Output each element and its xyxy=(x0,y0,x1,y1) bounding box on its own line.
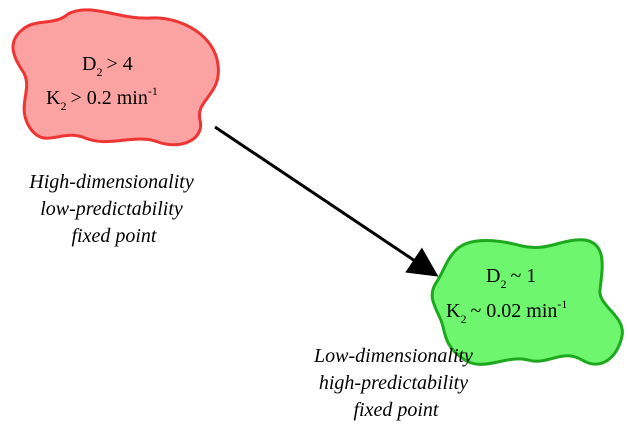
high-k2-relation: > 0.2 min xyxy=(70,87,147,109)
low-d2-equation: D2 ~ 1 xyxy=(486,265,536,291)
high-d2-relation: > 4 xyxy=(106,53,132,75)
high-caption-line-1: High-dimensionality xyxy=(28,171,194,193)
low-k2-var: K xyxy=(446,300,461,322)
transition-arrow xyxy=(214,125,439,277)
low-k2-subscript: 2 xyxy=(460,312,466,326)
low-k2-relation: ~ 0.02 min xyxy=(470,300,557,322)
high-k2-var: K xyxy=(46,87,61,109)
high-k2-equation: K2 > 0.2 min-1 xyxy=(46,84,158,113)
low-caption: Low-dimensionality high-predictability f… xyxy=(313,345,478,421)
high-d2-equation: D2 > 4 xyxy=(82,53,133,79)
low-d2-relation: ~ 1 xyxy=(510,265,536,287)
low-k2-superscript: -1 xyxy=(557,297,567,311)
low-caption-line-1: Low-dimensionality xyxy=(313,345,473,367)
low-caption-line-3: fixed point xyxy=(354,399,439,421)
high-d2-subscript: 2 xyxy=(96,65,102,79)
high-caption-line-3: fixed point xyxy=(72,225,157,247)
high-caption-line-2: low-predictability xyxy=(40,198,183,220)
high-caption: High-dimensionality low-predictability f… xyxy=(28,171,198,247)
low-caption-line-2: high-predictability xyxy=(319,372,468,394)
low-d2-var: D xyxy=(486,265,500,287)
low-k2-equation: K2 ~ 0.02 min-1 xyxy=(446,297,567,326)
high-d2-var: D xyxy=(82,53,96,75)
low-d2-subscript: 2 xyxy=(500,277,506,291)
high-k2-subscript: 2 xyxy=(60,99,66,113)
low-dimensionality-blob xyxy=(430,238,624,366)
high-k2-superscript: -1 xyxy=(148,84,158,98)
high-dimensionality-blob xyxy=(11,8,220,147)
